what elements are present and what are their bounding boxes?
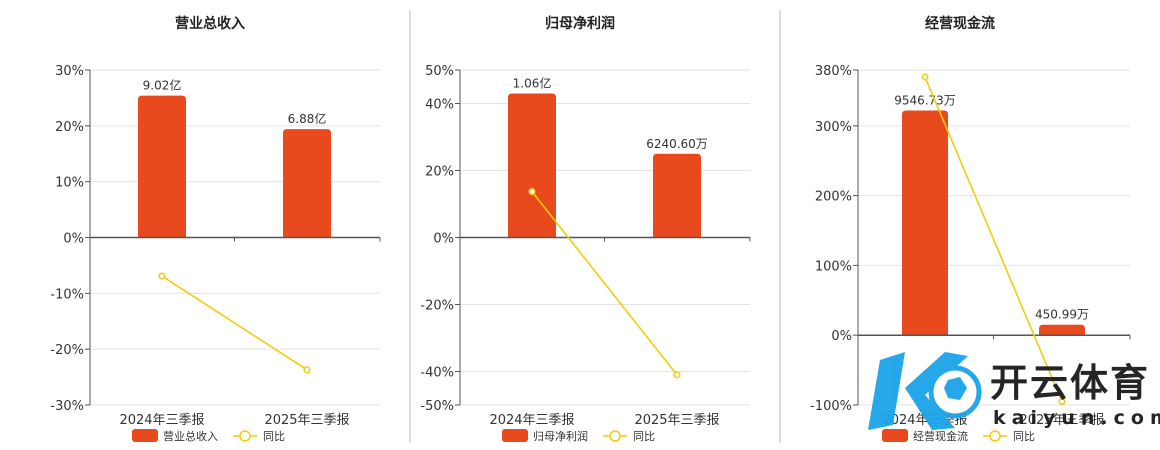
chart-title: 归母净利润 (545, 15, 615, 32)
y-tick-label: -20% (420, 299, 454, 314)
watermark-domain-text: kaiyun.com (993, 407, 1160, 429)
y-tick-label: 0% (831, 329, 852, 344)
legend-bar-label: 经营现金流 (913, 429, 968, 443)
y-tick-label: -30% (50, 399, 84, 414)
y-tick-label: -40% (420, 366, 454, 381)
y-tick-label: -100% (810, 399, 852, 414)
y-tick-label: 10% (55, 176, 84, 191)
bar-value-label: 9.02亿 (143, 78, 182, 93)
y-tick-label: -20% (50, 343, 84, 358)
bar-value-label: 1.06亿 (513, 75, 552, 90)
y-tick-label: 30% (55, 64, 84, 79)
legend-line-label: 同比 (263, 430, 285, 443)
watermark-k-stem (868, 352, 905, 430)
chart-title: 经营现金流 (925, 15, 995, 32)
legend-bar-swatch (882, 429, 908, 442)
y-tick-label: 0% (433, 232, 454, 247)
legend-line-marker (989, 430, 1001, 442)
x-category-label: 2024年三季报 (489, 413, 574, 428)
bar (1039, 324, 1085, 336)
legend-bar-swatch (502, 429, 528, 442)
watermark-brand-text: 开云体育 (990, 361, 1150, 405)
legend-bar-swatch (132, 429, 158, 442)
y-tick-label: 0% (63, 232, 84, 247)
legend-bar-label: 归母净利润 (533, 429, 588, 443)
y-tick-label: 20% (55, 120, 84, 135)
y-tick-label: 40% (425, 98, 454, 113)
bar-value-label: 9546.73万 (894, 93, 956, 107)
legend-line-label: 同比 (633, 430, 655, 443)
bar (138, 95, 186, 238)
legend-bar-label: 营业总收入 (163, 429, 218, 443)
x-category-label: 2024年三季报 (119, 413, 204, 428)
y-tick-label: 100% (815, 259, 852, 274)
y-tick-label: 200% (815, 190, 852, 205)
y-tick-label: 300% (815, 120, 852, 135)
y-tick-label: 380% (815, 64, 852, 79)
yoy-point (158, 272, 166, 280)
watermark-ball-patch (944, 377, 967, 400)
legend: 归母净利润 同比 (502, 429, 655, 443)
yoy-line (924, 76, 1063, 402)
y-tick-label: 50% (425, 64, 454, 79)
x-category-label: 2025年三季报 (634, 413, 719, 428)
chart-panel-2: 归母净利润 50% 40% 20% 0% -20% -40% -50% 1.06亿 6240.60… (420, 15, 751, 443)
y-tick-label: -50% (420, 399, 454, 414)
legend: 经营现金流 同比 (882, 429, 1035, 443)
bar (508, 93, 556, 238)
legend-line-label: 同比 (1013, 430, 1035, 443)
bar (653, 153, 701, 238)
yoy-point (303, 366, 311, 374)
chart-panel-1: 营业总收入 30% 20% 10% 0% -10% -20% -30% 9.02亿 6.88亿 20… (50, 15, 381, 443)
yoy-point (673, 371, 681, 379)
bar-value-label: 6.88亿 (288, 111, 327, 126)
yoy-line (531, 191, 678, 376)
bar-value-label: 6240.60万 (646, 137, 708, 151)
legend: 营业总收入 同比 (132, 429, 285, 443)
y-tick-label: -10% (50, 287, 84, 302)
legend-line-marker (239, 430, 251, 442)
yoy-line (161, 275, 308, 371)
y-tick-label: 20% (425, 165, 454, 180)
yoy-point (1058, 397, 1066, 406)
watermark-k-arm (905, 352, 968, 430)
bar (902, 110, 948, 336)
bar-value-label: 450.99万 (1035, 308, 1089, 322)
yoy-point (528, 188, 536, 196)
bar (283, 129, 331, 238)
x-category-label: 2025年三季报 (264, 413, 349, 428)
legend-line-marker (609, 430, 621, 442)
x-category-label: 2025年三季报 (1019, 413, 1104, 428)
yoy-point (921, 73, 929, 81)
chart-title: 营业总收入 (175, 15, 245, 32)
